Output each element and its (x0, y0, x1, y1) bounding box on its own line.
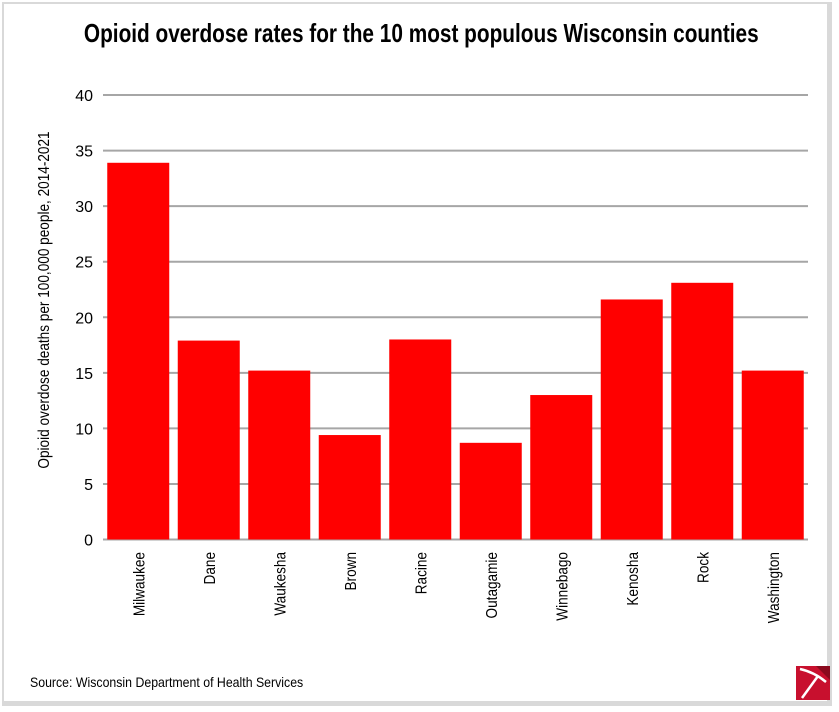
x-tick-label: Kenosha (625, 551, 642, 605)
y-tick-label: 35 (75, 144, 93, 161)
chart-title: Opioid overdose rates for the 10 most po… (83, 18, 759, 48)
x-tick-label: Brown (343, 552, 360, 590)
x-tick-label: Dane (202, 552, 219, 584)
bar-washington (741, 370, 804, 540)
y-tick-label: 40 (75, 88, 93, 105)
y-tick-label: 0 (84, 533, 93, 550)
source-note: Source: Wisconsin Department of Health S… (30, 674, 304, 690)
bar-waukesha (248, 370, 311, 540)
y-tick-label: 25 (75, 255, 93, 272)
pickaxe-logo-icon (796, 666, 830, 700)
x-tick-label: Washington (766, 552, 783, 623)
bar-racine (389, 339, 452, 540)
bar-kenosha (600, 299, 663, 540)
x-tick-label: Milwaukee (131, 552, 148, 616)
bar-winnebago (530, 395, 593, 540)
bar-milwaukee (107, 162, 170, 540)
x-tick-label: Waukesha (272, 551, 289, 615)
y-tick-label: 5 (84, 477, 93, 494)
y-tick-label: 30 (75, 199, 93, 216)
x-tick-label: Outagamie (484, 552, 501, 618)
x-tick-label: Rock (695, 551, 712, 582)
bar-rock (671, 282, 734, 540)
bar-dane (177, 340, 240, 540)
y-tick-label: 15 (75, 366, 93, 383)
bar-brown (318, 435, 381, 540)
chart-frame (2, 2, 832, 706)
y-tick-label: 20 (75, 310, 93, 327)
x-tick-label: Winnebago (554, 552, 571, 621)
bar-outagamie (459, 442, 522, 540)
x-tick-label: Racine (413, 552, 430, 594)
y-tick-label: 10 (75, 421, 93, 438)
